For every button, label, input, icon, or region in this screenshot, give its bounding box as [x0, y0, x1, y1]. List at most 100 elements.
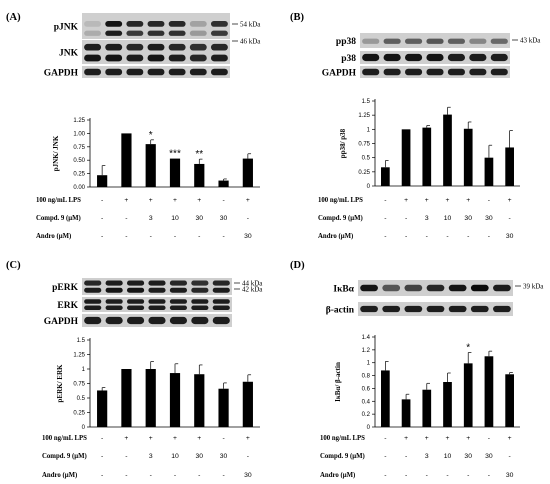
condition-value: + — [246, 197, 250, 204]
condition-value: 30 — [220, 215, 228, 222]
condition-value: 30 — [485, 453, 493, 460]
blot-band — [126, 68, 144, 76]
condition-value: + — [124, 435, 128, 442]
bar — [121, 133, 132, 187]
blot-band — [147, 54, 165, 62]
panel-label-c: (C) — [6, 260, 21, 271]
blot-band — [105, 287, 123, 293]
blot-label-jnk: JNK — [59, 49, 79, 59]
blot-band — [189, 21, 207, 27]
y-tick-label: 1.25 — [73, 118, 85, 124]
blot-band — [189, 54, 207, 62]
condition-value: - — [384, 215, 386, 222]
condition-value: - — [488, 197, 490, 204]
blot-band — [147, 30, 165, 36]
bar — [218, 388, 229, 427]
blot-band — [189, 43, 207, 51]
y-tick-label: 1.4 — [362, 335, 371, 341]
condition-value: + — [149, 197, 153, 204]
condition-value: - — [509, 453, 511, 460]
blot-band — [169, 280, 187, 286]
condition-value: + — [425, 197, 429, 204]
blot-band — [105, 305, 123, 311]
condition-value: 30 — [244, 472, 252, 479]
bar — [121, 369, 132, 427]
condition-value: 30 — [244, 233, 252, 240]
y-tick-label: 0 — [367, 425, 371, 431]
blot-band — [405, 38, 423, 44]
condition-value: 3 — [149, 453, 153, 460]
bar — [484, 356, 494, 427]
condition-value: - — [384, 453, 386, 460]
y-tick-label: 1.2 — [362, 348, 371, 354]
blot-band — [469, 68, 487, 76]
y-axis-title: IκBα/ β-actin — [334, 362, 342, 402]
blot-band — [84, 30, 102, 36]
blot-band — [148, 280, 166, 286]
condition-value: - — [405, 233, 407, 240]
blot-band — [168, 21, 186, 27]
condition-value: - — [384, 233, 386, 240]
blot-band — [383, 53, 401, 62]
condition-value: - — [101, 215, 103, 222]
condition-value: + — [173, 197, 177, 204]
condition-value: - — [222, 233, 224, 240]
blot-band — [448, 284, 467, 292]
condition-value: + — [173, 435, 177, 442]
bar — [97, 175, 108, 187]
condition-value: - — [198, 472, 200, 479]
condition-value: 30 — [220, 453, 228, 460]
blot-band — [127, 280, 145, 286]
blot-band — [426, 68, 444, 76]
marker-label: 43 kDa — [520, 37, 541, 45]
bar — [194, 374, 205, 427]
blot-band — [447, 68, 465, 76]
bar — [443, 382, 452, 427]
blot-band — [212, 287, 230, 293]
bar — [505, 374, 514, 427]
condition-value: - — [405, 472, 407, 479]
condition-value: - — [125, 215, 127, 222]
blot-band — [126, 43, 144, 51]
condition-label: Compd. 9 (μM) — [42, 453, 87, 460]
blot-band — [362, 38, 380, 44]
blot-label-gapdh: GAPDH — [44, 69, 79, 79]
blot-band — [126, 30, 144, 36]
blot-band — [382, 284, 401, 292]
blot-band — [168, 30, 186, 36]
blot-label-gapdh: GAPDH — [322, 69, 357, 79]
blot-label-perk: pERK — [52, 283, 78, 293]
condition-value: + — [446, 435, 450, 442]
bar — [381, 167, 390, 186]
blot-band — [84, 54, 102, 62]
condition-value: - — [247, 215, 249, 222]
condition-value: - — [384, 435, 386, 442]
condition-value: 30 — [464, 453, 472, 460]
condition-value: - — [405, 453, 407, 460]
condition-value: - — [101, 453, 103, 460]
blot-band — [469, 53, 487, 62]
blot-band — [105, 316, 123, 325]
panel-label-d: (D) — [290, 260, 305, 271]
condition-value: + — [197, 197, 201, 204]
panel-label-a: (A) — [6, 12, 21, 23]
blot-band — [383, 38, 401, 44]
blot-band — [105, 54, 123, 62]
blot-band — [84, 287, 102, 293]
blot-band — [127, 287, 145, 293]
condition-value: 30 — [485, 215, 493, 222]
bar — [169, 373, 181, 427]
y-tick-label: 1.25 — [358, 113, 370, 119]
blot-label-pjnk: pJNK — [54, 23, 79, 33]
y-tick-label: 0.6 — [362, 386, 371, 392]
condition-value: - — [488, 435, 490, 442]
blot-band — [126, 21, 144, 27]
blot-band — [212, 316, 230, 325]
blot-band — [191, 280, 209, 286]
blot-band — [191, 299, 209, 304]
condition-label: 100 ng/mL LPS — [42, 435, 87, 442]
blot-band — [448, 305, 467, 313]
blot-band — [426, 284, 445, 292]
condition-value: - — [488, 472, 490, 479]
